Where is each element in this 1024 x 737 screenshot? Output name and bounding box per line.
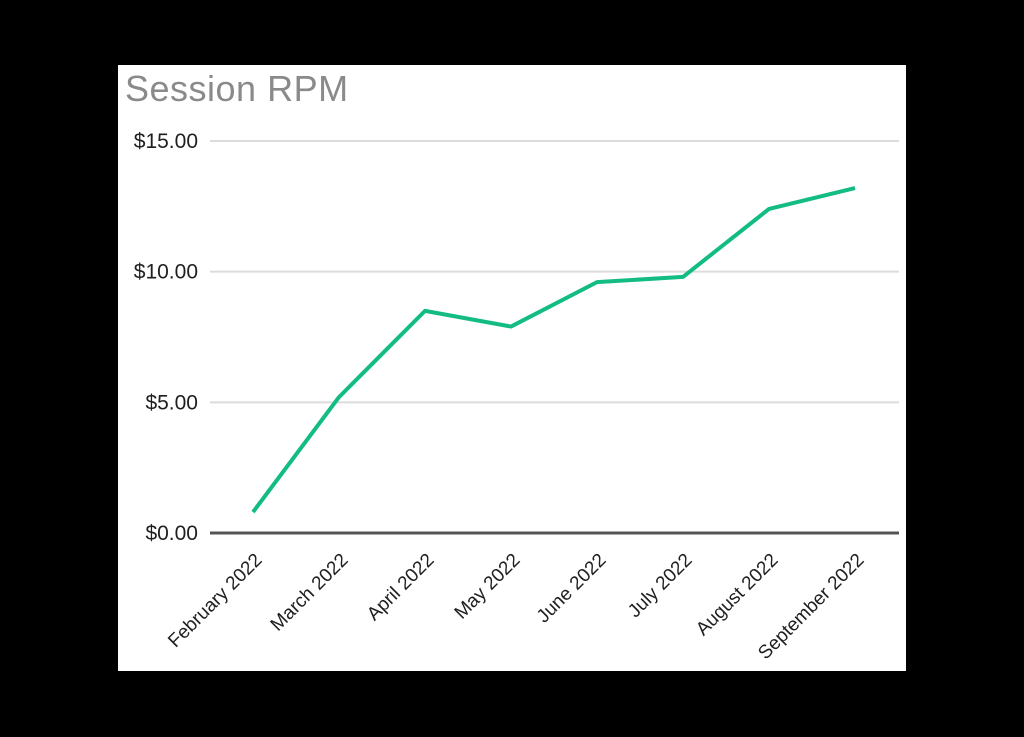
chart-card: Session RPM $15.00 $10.00 $5.00 $0.00 Februa… bbox=[118, 65, 906, 671]
series-line bbox=[251, 186, 856, 514]
y-axis-tick-label: $0.00 bbox=[145, 522, 198, 545]
x-axis-tick-label: April 2022 bbox=[363, 550, 438, 625]
session-rpm-line-chart: $15.00 $10.00 $5.00 $0.00 February 2022 March… bbox=[134, 130, 899, 664]
x-axis-tick-label: July 2022 bbox=[624, 550, 696, 622]
x-axis-tick-label: March 2022 bbox=[267, 550, 353, 636]
y-axis-tick-label: $5.00 bbox=[145, 391, 198, 414]
x-axis-tick-label: August 2022 bbox=[692, 550, 782, 640]
x-axis-tick-label: June 2022 bbox=[533, 550, 611, 628]
chart-title: Session RPM bbox=[125, 68, 349, 109]
x-axis-tick-label: May 2022 bbox=[451, 550, 525, 624]
y-axis-tick-label: $15.00 bbox=[134, 130, 198, 153]
y-axis-tick-label: $10.00 bbox=[134, 261, 198, 284]
x-axis-tick-label: February 2022 bbox=[164, 550, 266, 652]
